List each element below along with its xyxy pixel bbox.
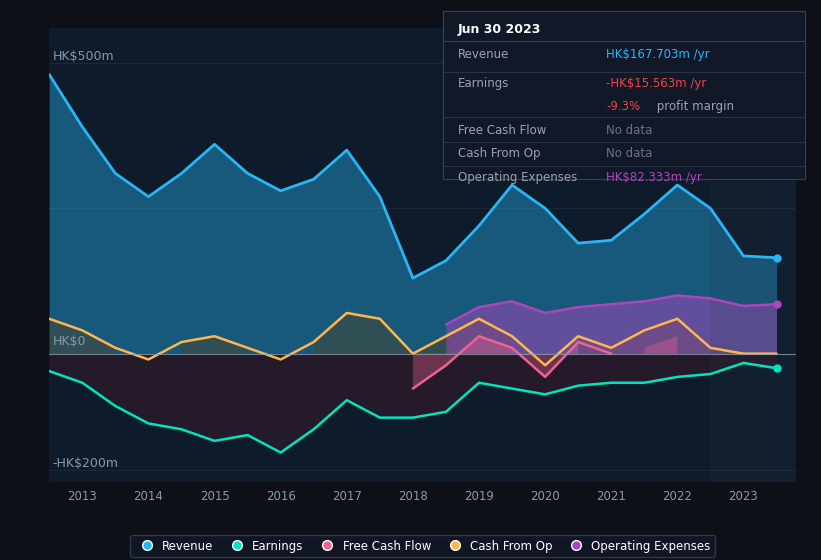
Text: Operating Expenses: Operating Expenses	[458, 171, 577, 184]
Text: HK$500m: HK$500m	[53, 50, 114, 63]
Text: profit margin: profit margin	[653, 100, 734, 113]
Text: No data: No data	[606, 147, 652, 160]
Text: 2020: 2020	[530, 491, 560, 503]
Text: 2022: 2022	[663, 491, 692, 503]
Text: Jun 30 2023: Jun 30 2023	[458, 23, 541, 36]
Text: 2021: 2021	[596, 491, 626, 503]
Text: 2019: 2019	[464, 491, 494, 503]
Bar	[710, 28, 796, 482]
Text: 2018: 2018	[398, 491, 428, 503]
Text: No data: No data	[606, 124, 652, 137]
Text: -HK$15.563m /yr: -HK$15.563m /yr	[606, 77, 706, 90]
Legend: Revenue, Earnings, Free Cash Flow, Cash From Op, Operating Expenses: Revenue, Earnings, Free Cash Flow, Cash …	[131, 535, 715, 557]
Text: 2015: 2015	[200, 491, 229, 503]
Text: 2014: 2014	[134, 491, 163, 503]
Text: -HK$200m: -HK$200m	[53, 457, 118, 470]
Text: HK$167.703m /yr: HK$167.703m /yr	[606, 48, 709, 61]
Text: 2023: 2023	[728, 491, 759, 503]
Text: Revenue: Revenue	[458, 48, 509, 61]
Text: Cash From Op: Cash From Op	[458, 147, 540, 160]
Text: HK$0: HK$0	[53, 335, 86, 348]
Text: 2013: 2013	[67, 491, 97, 503]
Text: -9.3%: -9.3%	[606, 100, 640, 113]
Text: 2016: 2016	[266, 491, 296, 503]
Text: Earnings: Earnings	[458, 77, 509, 90]
Text: Free Cash Flow: Free Cash Flow	[458, 124, 546, 137]
Text: HK$82.333m /yr: HK$82.333m /yr	[606, 171, 702, 184]
Text: 2017: 2017	[332, 491, 362, 503]
